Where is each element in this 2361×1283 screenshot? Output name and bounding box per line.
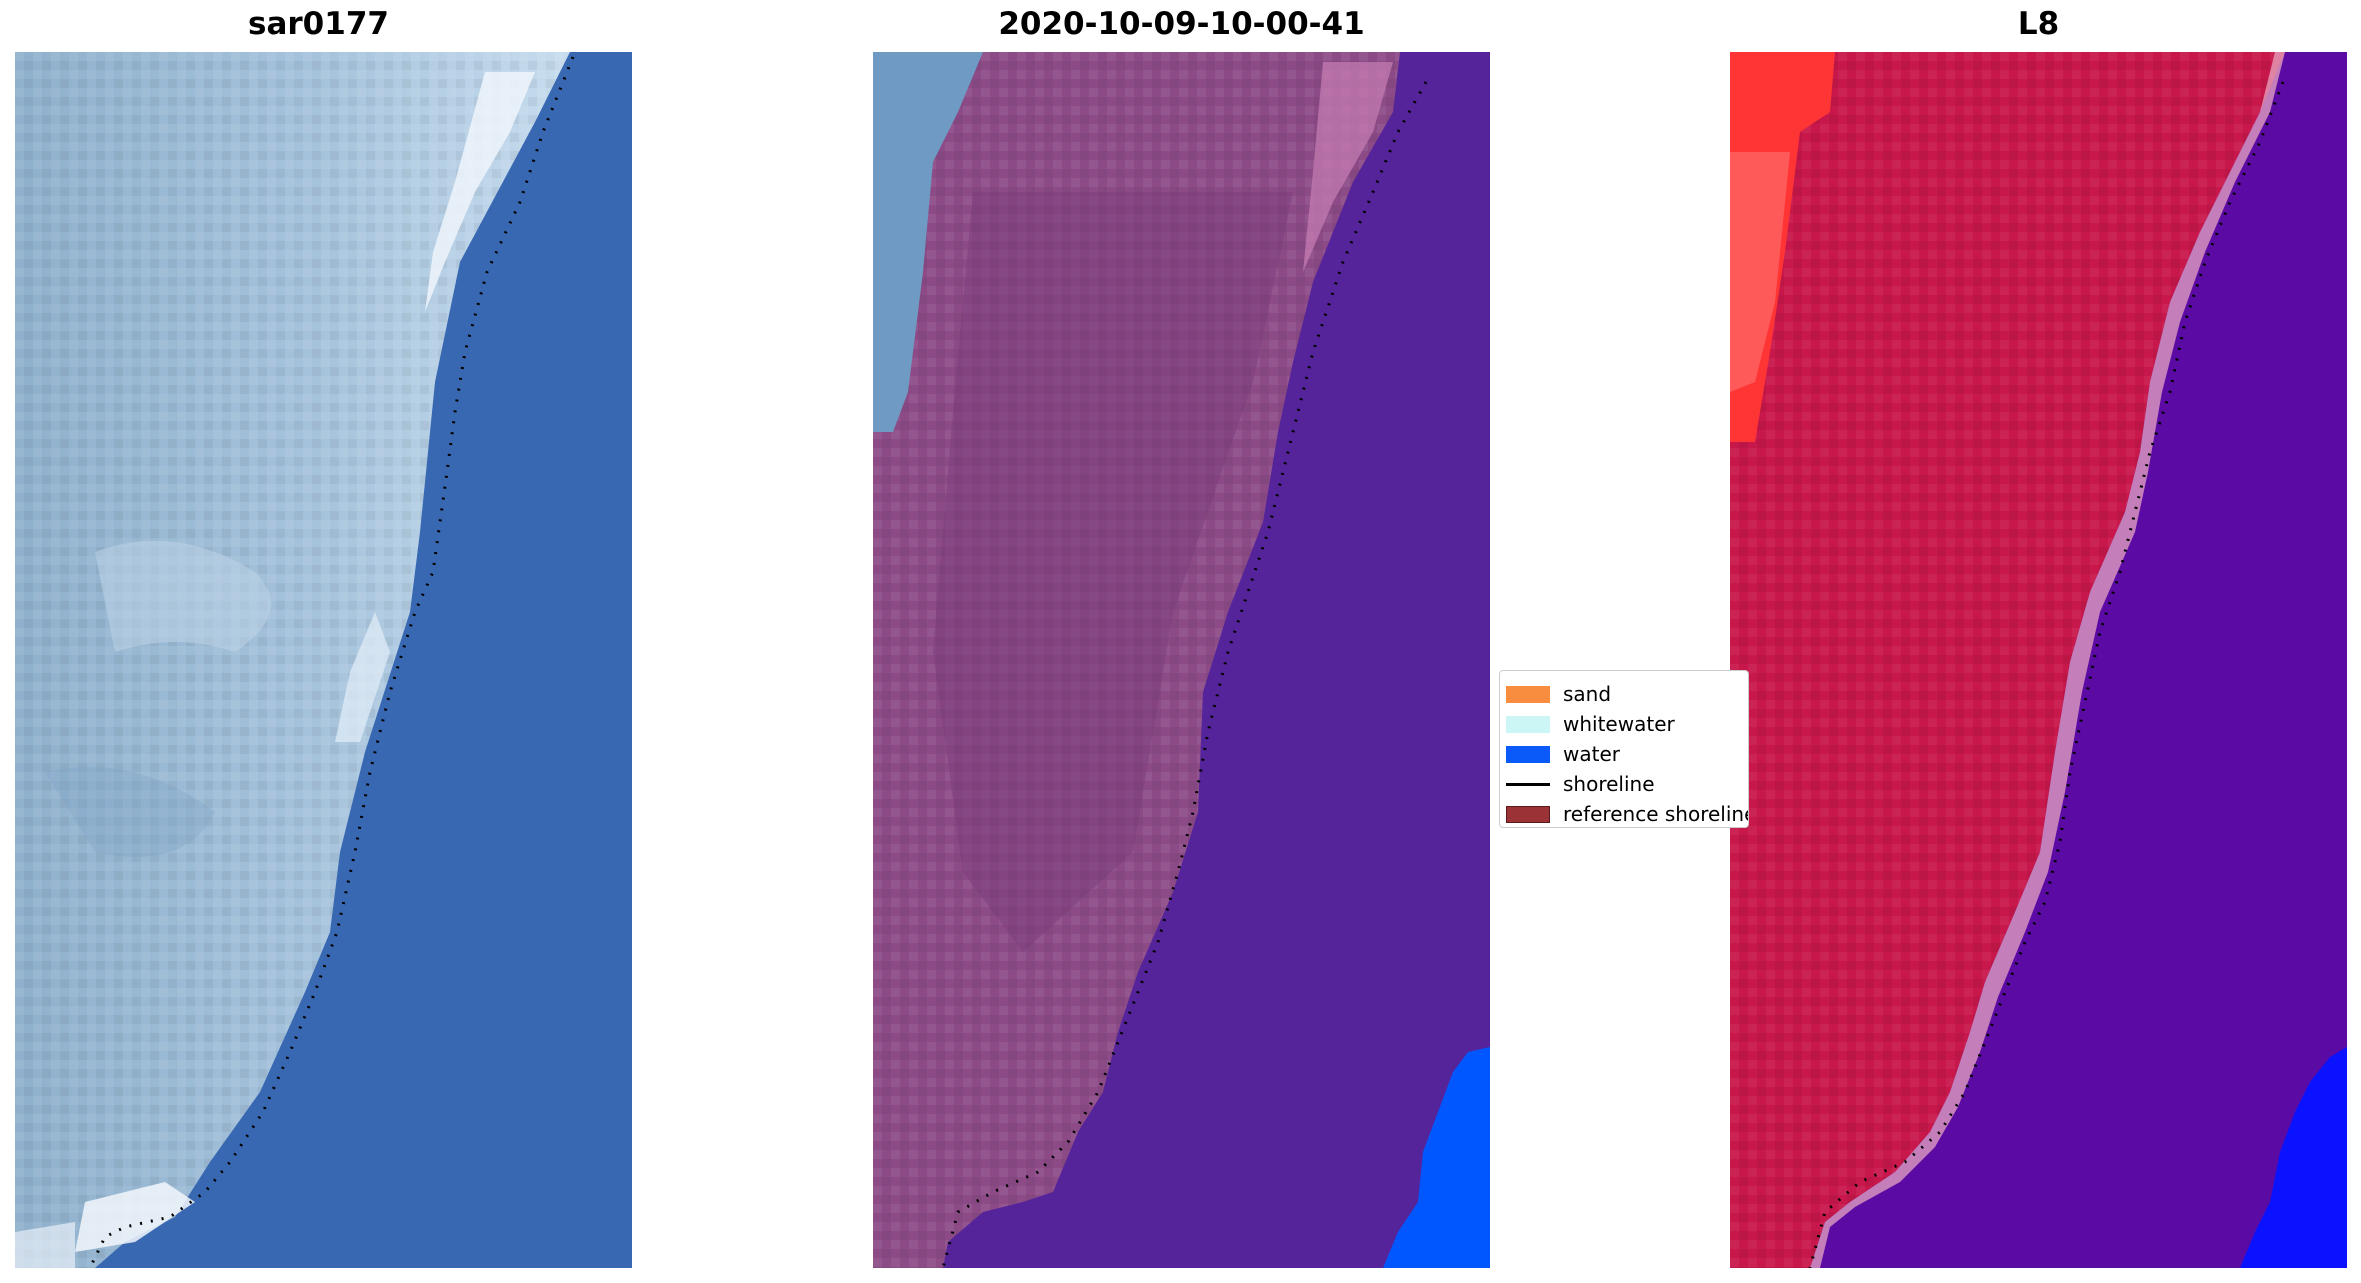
legend-label-sand: sand [1563,682,1612,706]
panel-title-rgb: sar0177 [248,6,389,42]
legend-label-reference-shoreline: reference shoreline [1563,802,1749,826]
sand-swatch [1506,685,1550,703]
legend-label-whitewater: whitewater [1563,712,1675,736]
mndwi-map-image [1730,52,2347,1268]
shoreline-line-swatch [1506,782,1550,786]
legend-label-shoreline: shoreline [1563,772,1655,796]
legend-label-water: water [1563,742,1620,766]
water-swatch [1506,745,1550,763]
legend-item-sand: sand [1506,681,1611,707]
panel-title-classified: 2020-10-09-10-00-41 [998,6,1365,42]
legend: sand whitewater water shoreline referenc… [1499,670,1749,828]
whitewater-swatch [1506,715,1550,733]
legend-item-reference-shoreline: reference shoreline [1506,801,1749,827]
rgb-satellite-image [15,52,632,1268]
panel-title-map: L8 [2017,6,2060,42]
legend-item-water: water [1506,741,1620,767]
legend-item-shoreline: shoreline [1506,771,1655,797]
reference-shoreline-swatch [1506,805,1550,823]
classified-overlay-image [873,52,1490,1268]
legend-item-whitewater: whitewater [1506,711,1675,737]
